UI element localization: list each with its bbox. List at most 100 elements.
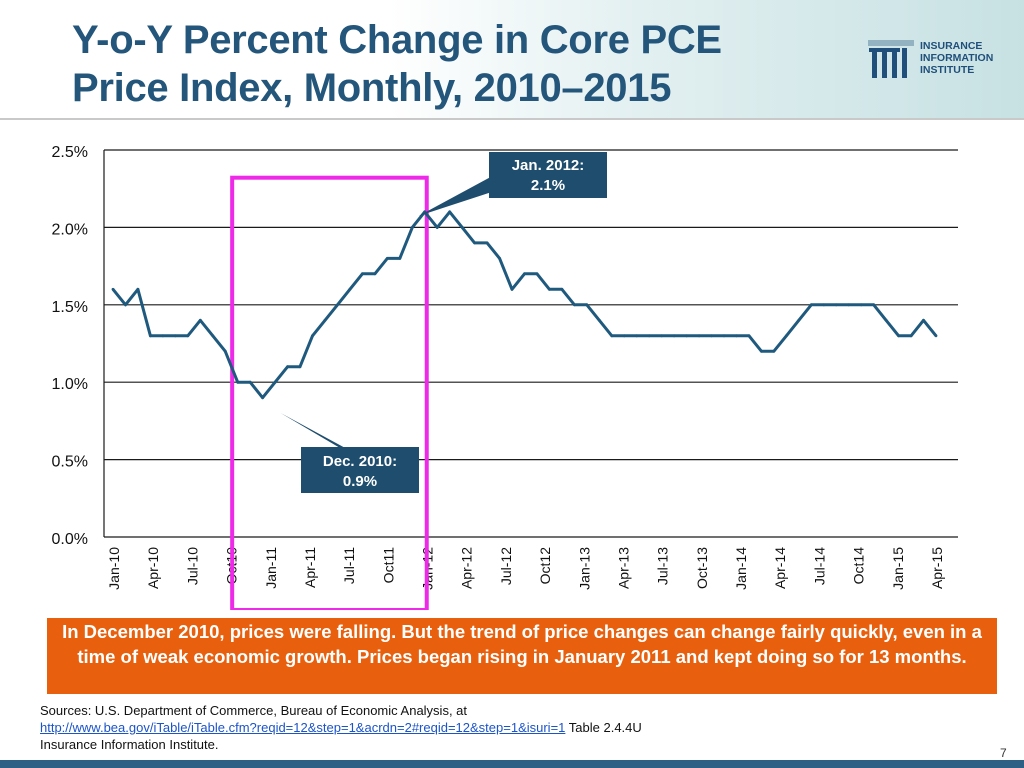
- data-point: [647, 334, 651, 338]
- annotation-pointer-dec-2010: [280, 413, 374, 468]
- header-divider: [0, 118, 1024, 120]
- data-point: [884, 318, 888, 322]
- annotation-label-jan-2012-line-1: Jan. 2012:: [512, 157, 585, 174]
- callout-box: In December 2010, prices were falling. B…: [0, 615, 1024, 697]
- x-axis-ticks: Jan-10 Apr-10 Jul-10 Oct10 Jan-11 Apr-11 Jul-1…: [106, 547, 945, 590]
- data-point: [697, 334, 701, 338]
- data-point: [361, 272, 364, 276]
- x-tick-label: Apr-12: [459, 547, 475, 589]
- data-point: [186, 334, 190, 338]
- data-point: [722, 334, 726, 338]
- data-point: [672, 334, 676, 338]
- source-table-ref: Table 2.4.4U: [565, 720, 642, 735]
- data-point: [747, 334, 751, 338]
- data-point: [585, 303, 589, 307]
- x-tick-label: Jan-14: [733, 547, 749, 590]
- data-point: [323, 318, 327, 322]
- annotation-dec-2010: Dec. 2010: 0.9%: [280, 413, 419, 493]
- y-tick-label: 0.0%: [52, 531, 88, 548]
- annotation-label-jan-2012-line-2: 2.1%: [531, 177, 565, 194]
- data-point: [311, 334, 314, 338]
- data-point: [149, 334, 152, 338]
- data-point: [859, 303, 863, 307]
- y-axis-ticks: 0.0% 0.5% 1.0% 1.5% 2.0% 2.5%: [52, 144, 88, 548]
- y-tick-label: 1.0%: [52, 376, 88, 393]
- y-tick-label: 2.5%: [52, 144, 88, 161]
- annotation-box-dec-2010: [301, 447, 419, 493]
- data-point: [685, 334, 688, 338]
- source-line-3: Insurance Information Institute.: [40, 737, 219, 752]
- x-tick-label: Apr-15: [929, 547, 945, 589]
- x-tick-label: Oct-13: [694, 547, 710, 589]
- y-tick-label: 1.5%: [52, 299, 88, 316]
- data-point: [510, 287, 514, 291]
- data-point: [872, 303, 876, 307]
- data-point: [460, 226, 464, 229]
- data-point: [847, 303, 851, 307]
- source-link[interactable]: http://www.bea.gov/iTable/iTable.cfm?req…: [40, 720, 566, 735]
- data-point: [223, 349, 227, 353]
- data-point: [410, 226, 414, 229]
- data-point: [348, 287, 352, 291]
- annotation-jan-2012: Jan. 2012: 2.1%: [418, 152, 607, 216]
- logo-text: INSURANCE INFORMATION INSTITUTE: [920, 40, 993, 76]
- page-number: 7: [1000, 746, 1007, 760]
- x-tick-label: Jul-14: [811, 547, 827, 585]
- x-tick-label: Oct12: [537, 547, 553, 585]
- data-point: [822, 303, 826, 307]
- x-tick-label: Jan-11: [263, 547, 279, 589]
- data-point: [398, 257, 402, 260]
- x-tick-label: Jan-10: [106, 547, 122, 590]
- annotation-box-jan-2012: [489, 152, 607, 198]
- data-point: [560, 287, 564, 291]
- core-pce-line-chart: 0.0% 0.5% 1.0% 1.5% 2.0% 2.5% Jan-10 Apr-10 Jul…: [52, 144, 958, 610]
- data-point: [198, 318, 202, 322]
- x-tick-label: Jan-15: [890, 547, 906, 590]
- data-point: [286, 365, 289, 369]
- x-tick-label: Jul-13: [655, 547, 671, 585]
- data-point: [760, 349, 763, 353]
- logo-line-2: INFORMATION: [920, 52, 994, 64]
- data-point: [248, 380, 252, 384]
- data-point: [373, 272, 377, 276]
- source-line-2: http://www.bea.gov/iTable/iTable.cfm?req…: [40, 720, 642, 735]
- x-tick-label: Jul-10: [184, 547, 200, 585]
- y-tick-label: 2.0%: [52, 221, 88, 238]
- data-point: [834, 303, 838, 307]
- header-band: [0, 0, 1024, 118]
- data-point: [211, 334, 215, 338]
- data-point: [735, 334, 738, 338]
- x-tick-label: Jan-13: [576, 547, 592, 590]
- data-point: [922, 318, 925, 322]
- data-point: [548, 287, 551, 291]
- data-point: [435, 226, 439, 229]
- callout-background: [47, 618, 997, 694]
- annotation-label-dec-2010-line-2: 0.9%: [343, 473, 377, 490]
- data-point: [261, 396, 264, 400]
- data-point: [660, 334, 664, 338]
- data-point: [622, 334, 626, 338]
- y-tick-label: 0.5%: [52, 454, 88, 471]
- data-point: [809, 303, 813, 307]
- x-tick-label: Oct11: [380, 547, 396, 584]
- data-point: [298, 365, 302, 369]
- data-point: [785, 334, 788, 338]
- bottom-bar: [0, 760, 1024, 768]
- data-point: [124, 303, 127, 307]
- data-point: [635, 334, 639, 338]
- data-point: [909, 334, 913, 338]
- data-points: [111, 210, 938, 400]
- page-title-line-1: Y-o-Y Percent Change in Core PCE: [72, 18, 722, 62]
- x-tick-label: Apr-10: [145, 547, 161, 589]
- data-point: [710, 334, 713, 338]
- logo-line-1: INSURANCE: [920, 40, 983, 52]
- x-tick-label: Jul-11: [341, 547, 357, 584]
- data-point: [485, 241, 489, 245]
- data-point: [136, 287, 140, 291]
- data-point: [797, 318, 801, 322]
- data-point: [111, 287, 115, 291]
- data-point: [597, 318, 601, 322]
- data-point: [336, 303, 339, 307]
- x-tick-label: Apr-11: [302, 547, 318, 588]
- data-point: [236, 380, 240, 384]
